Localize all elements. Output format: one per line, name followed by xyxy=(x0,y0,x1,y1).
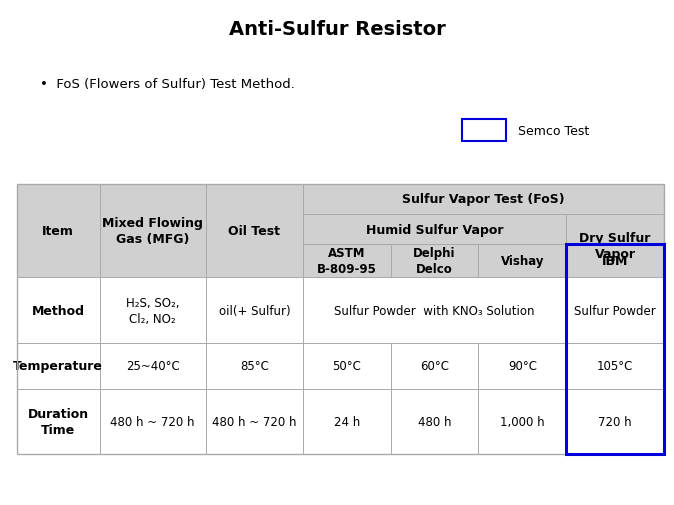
Bar xyxy=(479,389,566,454)
Text: Oil Test: Oil Test xyxy=(228,225,280,237)
Text: Sulfur Vapor Test (FoS): Sulfur Vapor Test (FoS) xyxy=(402,193,565,206)
Bar xyxy=(391,245,479,278)
Bar xyxy=(17,389,100,454)
Bar xyxy=(391,343,479,389)
Text: 50°C: 50°C xyxy=(332,360,361,373)
Bar xyxy=(303,389,391,454)
Bar xyxy=(479,245,566,278)
Bar xyxy=(100,278,206,343)
Text: Sulfur Powder  with KNO₃ Solution: Sulfur Powder with KNO₃ Solution xyxy=(334,304,534,317)
Bar xyxy=(566,278,664,343)
Bar xyxy=(566,389,664,454)
Text: Delphi
Delco: Delphi Delco xyxy=(413,247,456,276)
Bar xyxy=(462,120,506,141)
Bar xyxy=(206,278,303,343)
Bar xyxy=(17,184,100,278)
Text: Item: Item xyxy=(42,225,74,237)
Text: 85°C: 85°C xyxy=(240,360,269,373)
Text: Semco Test: Semco Test xyxy=(518,124,589,137)
Text: Temperature: Temperature xyxy=(13,360,103,373)
Text: Mixed Flowing
Gas (MFG): Mixed Flowing Gas (MFG) xyxy=(102,217,203,245)
Bar xyxy=(303,184,664,215)
Text: 60°C: 60°C xyxy=(420,360,449,373)
Bar xyxy=(479,343,566,389)
Text: H₂S, SO₂,
Cl₂, NO₂: H₂S, SO₂, Cl₂, NO₂ xyxy=(126,296,179,325)
Text: 480 h: 480 h xyxy=(418,415,452,428)
Text: •  FoS (Flowers of Sulfur) Test Method.: • FoS (Flowers of Sulfur) Test Method. xyxy=(40,78,295,91)
Text: ASTM
B-809-95: ASTM B-809-95 xyxy=(317,247,377,276)
Text: 480 h ~ 720 h: 480 h ~ 720 h xyxy=(111,415,195,428)
Bar xyxy=(303,278,566,343)
Bar xyxy=(206,389,303,454)
Bar xyxy=(100,184,206,278)
Text: 90°C: 90°C xyxy=(508,360,537,373)
Bar xyxy=(303,343,391,389)
Text: Dry Sulfur
Vapor: Dry Sulfur Vapor xyxy=(580,232,650,261)
Bar xyxy=(391,389,479,454)
Bar xyxy=(17,184,664,454)
Text: Anti-Sulfur Resistor: Anti-Sulfur Resistor xyxy=(228,20,446,39)
Bar xyxy=(566,343,664,389)
Text: Duration
Time: Duration Time xyxy=(28,407,89,436)
Text: Humid Sulfur Vapor: Humid Sulfur Vapor xyxy=(366,223,503,236)
Text: IBM: IBM xyxy=(602,255,628,268)
Text: 1,000 h: 1,000 h xyxy=(500,415,545,428)
Bar xyxy=(17,278,100,343)
Bar xyxy=(303,245,391,278)
Text: oil(+ Sulfur): oil(+ Sulfur) xyxy=(218,304,290,317)
Text: 105°C: 105°C xyxy=(596,360,633,373)
Text: 24 h: 24 h xyxy=(334,415,360,428)
Bar xyxy=(206,184,303,278)
Bar xyxy=(566,245,664,278)
Text: Sulfur Powder: Sulfur Powder xyxy=(574,304,656,317)
Text: 25~40°C: 25~40°C xyxy=(126,360,179,373)
Bar xyxy=(100,343,206,389)
Text: 720 h: 720 h xyxy=(599,415,632,428)
Text: Vishay: Vishay xyxy=(501,255,544,268)
Bar xyxy=(566,215,664,278)
Text: Method: Method xyxy=(32,304,85,317)
Bar xyxy=(17,343,100,389)
Text: 480 h ~ 720 h: 480 h ~ 720 h xyxy=(212,415,297,428)
Bar xyxy=(566,245,664,454)
Bar xyxy=(303,215,566,245)
Bar xyxy=(100,389,206,454)
Bar xyxy=(206,343,303,389)
